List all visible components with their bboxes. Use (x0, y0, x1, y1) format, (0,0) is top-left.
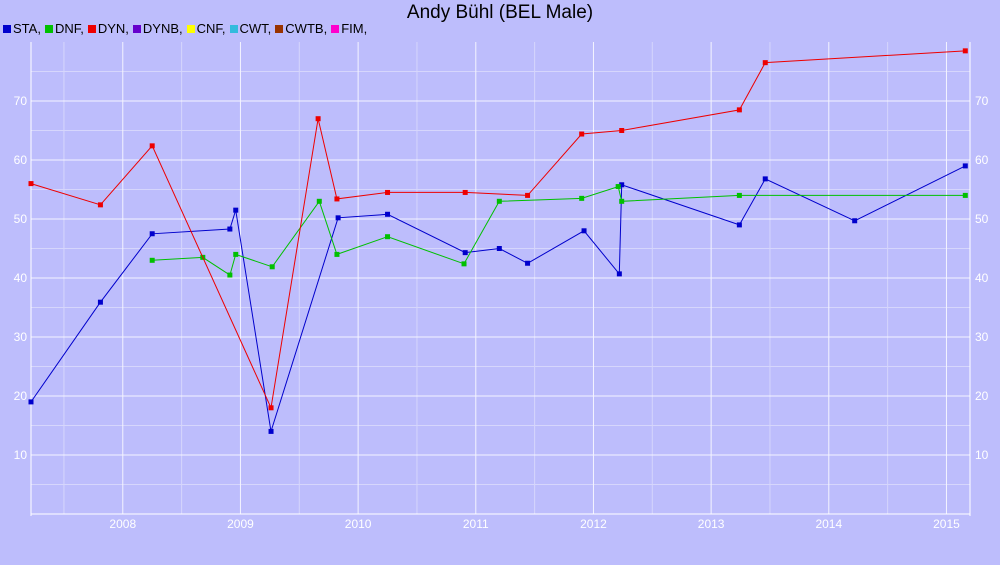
y-tick-label-right: 30 (975, 330, 989, 344)
y-tick-label-left: 10 (14, 448, 28, 462)
data-point (525, 192, 531, 198)
data-point (579, 131, 585, 137)
legend-swatch (132, 24, 141, 33)
legend-label: STA, (13, 21, 41, 36)
y-tick-label-right: 10 (975, 448, 989, 462)
data-point (762, 176, 768, 182)
data-point (233, 251, 239, 257)
legend-swatch (331, 24, 340, 33)
data-point (335, 215, 341, 221)
legend-item: DYNB, (132, 21, 183, 36)
data-point (269, 264, 275, 270)
data-point (619, 128, 625, 133)
data-point (461, 261, 467, 267)
data-point (496, 246, 502, 251)
x-tick-label: 2010 (345, 517, 372, 531)
data-point (28, 181, 34, 187)
data-point (736, 222, 742, 228)
data-point (736, 192, 742, 198)
data-point (581, 228, 587, 234)
legend-item: DNF, (44, 21, 84, 36)
data-point (316, 198, 322, 204)
legend-item: FIM, (331, 21, 367, 36)
data-point (97, 202, 103, 208)
series-line (30, 50, 966, 410)
data-point (334, 196, 340, 202)
x-tick-label: 2011 (463, 517, 489, 531)
x-tick-label: 2008 (109, 517, 136, 531)
legend-swatch (186, 24, 195, 33)
legend-swatch (275, 24, 284, 33)
y-tick-label-right: 70 (975, 94, 989, 108)
data-point (736, 107, 742, 113)
y-tick-label-left: 60 (14, 153, 28, 167)
data-point (268, 405, 274, 411)
data-point (385, 189, 391, 195)
legend-item: DYN, (87, 21, 129, 36)
data-point (852, 218, 858, 224)
data-point (762, 60, 768, 66)
y-tick-label-right: 60 (975, 153, 989, 167)
data-point (233, 207, 239, 213)
data-point (496, 198, 502, 204)
data-point (962, 163, 968, 169)
x-tick-label: 2014 (815, 517, 842, 531)
data-point (28, 399, 34, 405)
y-tick-label-right: 50 (975, 212, 989, 226)
y-tick-label-left: 50 (14, 212, 28, 226)
data-point (385, 211, 391, 217)
legend-swatch (229, 24, 238, 33)
legend-item: CNF, (186, 21, 226, 36)
y-tick-label-right: 40 (975, 271, 989, 285)
data-point (616, 271, 622, 277)
y-tick-label-left: 70 (14, 94, 28, 108)
legend-label: CWTB, (285, 21, 328, 36)
data-point (619, 198, 625, 204)
legend-swatch (3, 24, 11, 33)
legend-label: CWT, (239, 21, 272, 36)
legend-swatch (44, 24, 53, 33)
data-point (579, 195, 585, 201)
data-point (334, 251, 340, 257)
data-point (525, 260, 531, 266)
y-tick-label-right: 20 (975, 389, 989, 403)
legend-swatch (87, 24, 96, 33)
legend-label: FIM, (341, 21, 368, 36)
data-point (385, 234, 391, 240)
data-point (227, 226, 233, 232)
data-point (462, 250, 468, 256)
data-point (268, 428, 274, 434)
data-point (962, 192, 968, 198)
legend-label: DYNB, (142, 21, 183, 36)
data-point (227, 272, 233, 278)
data-point (149, 257, 155, 263)
data-point (149, 231, 155, 237)
legend-item: STA, (3, 21, 41, 36)
legend-item: CWT, (229, 21, 272, 36)
data-point (315, 116, 321, 122)
x-tick-label: 2012 (580, 517, 607, 531)
data-point (462, 189, 468, 195)
data-point (149, 143, 155, 149)
y-tick-label-left: 20 (14, 389, 28, 403)
data-point (962, 48, 968, 54)
legend-label: DYN, (97, 21, 129, 36)
data-point (615, 184, 621, 190)
x-tick-label: 2013 (698, 517, 725, 531)
y-tick-label-left: 40 (14, 271, 28, 285)
chart-title: Andy Bühl (BEL Male) (406, 2, 594, 23)
series-line (152, 185, 966, 276)
series-line (30, 165, 966, 432)
data-point (619, 182, 625, 188)
x-tick-label: 2009 (227, 517, 254, 531)
y-tick-label-left: 30 (14, 330, 28, 344)
legend-label: CNF, (196, 21, 226, 36)
x-tick-label: 2015 (933, 517, 960, 531)
legend-label: DNF, (54, 21, 84, 36)
legend: STA, DNF, DYN, DYNB, CNF, CWT, CWTB, FIM, (3, 21, 371, 36)
legend-item: CWTB, (275, 21, 327, 36)
data-point (97, 299, 103, 305)
